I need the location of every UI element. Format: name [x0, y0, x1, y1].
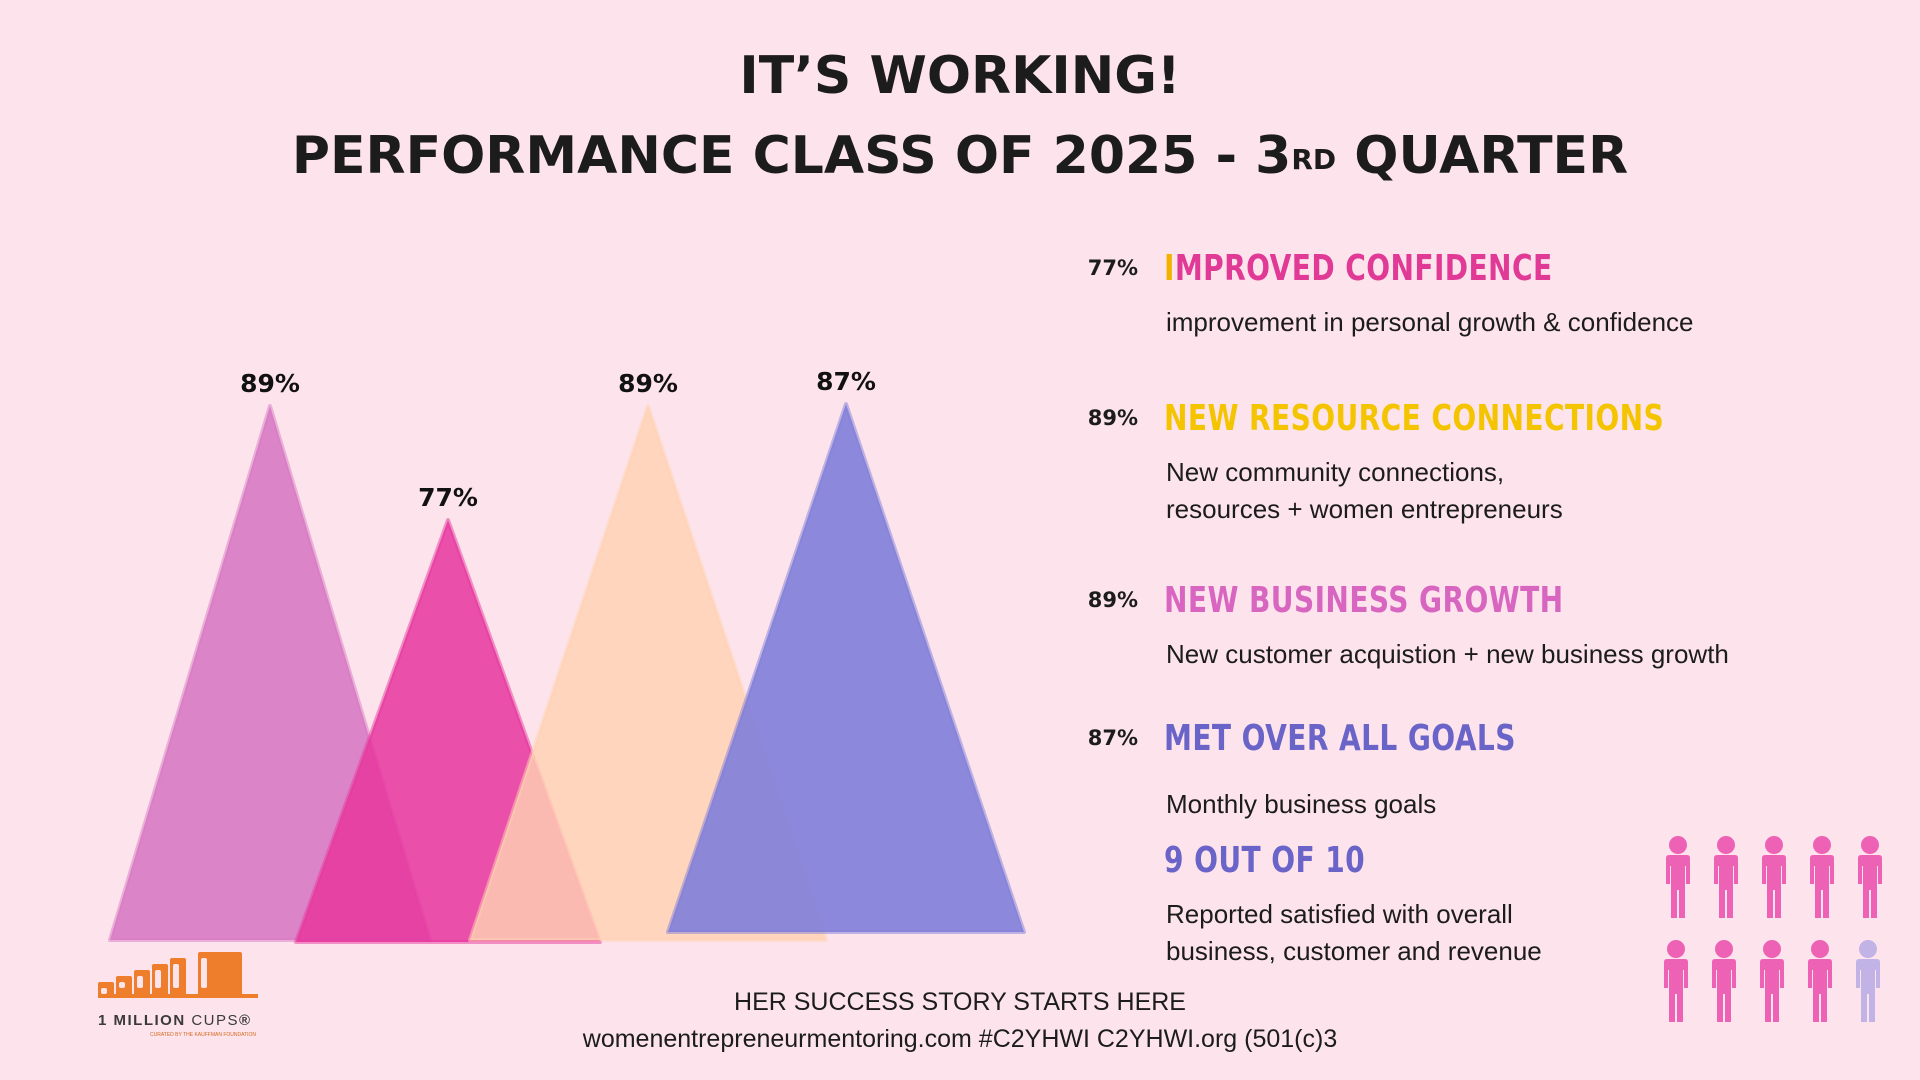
stat-heading-text: MPROVED CONFIDENCE	[1174, 248, 1553, 289]
person-icon	[1664, 940, 1688, 1022]
stat-description-line: business, customer and revenue	[1166, 936, 1542, 966]
logo-brand-number: 1	[98, 1012, 108, 1029]
subtitle-main: PERFORMANCE CLASS OF 2025 - 3	[291, 126, 1292, 186]
stat-description-line: resources + women entrepreneurs	[1166, 494, 1563, 524]
cups-icon	[98, 952, 258, 998]
cup-handle	[101, 988, 107, 994]
cup-handle	[119, 982, 125, 988]
million-cups-logo: 1 MILLION CUPS® CURATED BY THE KAUFFMAN …	[98, 950, 288, 1042]
stat-description-line: improvement in personal growth & confide…	[1166, 307, 1694, 337]
stat-heading: NEW BUSINESS GROWTH	[1164, 580, 1564, 621]
cup-shape	[198, 952, 242, 996]
person-icon	[1666, 836, 1690, 918]
stat-heading-text: NEW RESOURCE CONNECTIONS	[1164, 398, 1665, 439]
stat-heading: NEW RESOURCE CONNECTIONS	[1164, 398, 1664, 439]
stat-heading-accent: I	[1164, 248, 1175, 289]
page-subtitle: PERFORMANCE CLASS OF 2025 - 3RD QUARTER	[0, 116, 1920, 196]
cup-handle	[173, 964, 179, 988]
triangle-chart: 89% 77% 89% 87%	[108, 367, 1026, 944]
stat-description: Monthly business goals	[1166, 786, 1436, 823]
stat-description: New community connections, resources + wo…	[1166, 454, 1563, 528]
person-icon	[1810, 836, 1834, 918]
stat-heading-text: 9 OUT OF 10	[1164, 840, 1366, 881]
person-icon	[1714, 836, 1738, 918]
cup-base	[98, 994, 258, 998]
footer-tagline: HER SUCCESS STORY STARTS HERE	[734, 988, 1186, 1016]
logo-tagline: CURATED BY THE KAUFFMAN FOUNDATION	[150, 1032, 257, 1038]
stat-percent: 89%	[1087, 588, 1138, 612]
cup-handle	[201, 958, 207, 988]
cup-handle	[155, 970, 161, 988]
stat-heading-text: MET OVER ALL GOALS	[1164, 718, 1516, 759]
triangle-label-2: 77%	[418, 483, 478, 512]
page-title: IT’S WORKING!	[739, 46, 1181, 106]
person-icon	[1808, 940, 1832, 1022]
subtitle-end: QUARTER	[1336, 126, 1629, 186]
stat-heading: MET OVER ALL GOALS	[1164, 718, 1516, 759]
stat-description-line: Monthly business goals	[1166, 789, 1437, 819]
stat-description: Reported satisfied with overall business,…	[1166, 896, 1542, 970]
stat-description-line: New community connections,	[1166, 457, 1505, 487]
logo-mark: ®	[239, 1012, 252, 1029]
triangle-4	[666, 402, 1026, 934]
person-icon	[1856, 940, 1880, 1022]
people-icon-grid	[1664, 836, 1882, 1022]
subtitle-superscript: RD	[1291, 143, 1337, 176]
logo-brand: 1 MILLION CUPS®	[98, 1012, 252, 1029]
stat-percent: 89%	[1087, 406, 1138, 430]
footer-links: womenentrepreneurmentoring.com #C2YHWI C…	[582, 1025, 1338, 1053]
person-icon	[1858, 836, 1882, 918]
stat-description: improvement in personal growth & confide…	[1166, 304, 1694, 341]
person-icon	[1762, 836, 1786, 918]
triangle-label-4: 87%	[816, 367, 876, 396]
stat-heading: IMPROVED CONFIDENCE	[1164, 248, 1553, 289]
cup-handle	[137, 976, 143, 988]
stat-heading-text: NEW BUSINESS GROWTH	[1164, 580, 1564, 621]
logo-brand-rest: CUPS	[191, 1012, 240, 1029]
person-icon	[1712, 940, 1736, 1022]
stat-percent: 87%	[1087, 726, 1138, 750]
triangle-label-3: 89%	[618, 369, 678, 398]
footer: HER SUCCESS STORY STARTS HERE womenentre…	[0, 984, 1920, 1058]
triangle-label-1: 89%	[240, 369, 300, 398]
stat-heading: 9 OUT OF 10	[1164, 840, 1365, 881]
title-block: IT’S WORKING! PERFORMANCE CLASS OF 2025 …	[0, 36, 1920, 196]
stat-description: New customer acquistion + new business g…	[1166, 636, 1729, 673]
stat-percent: 77%	[1087, 256, 1138, 280]
stat-description-line: Reported satisfied with overall	[1166, 899, 1513, 929]
stat-description-line: New customer acquistion + new business g…	[1166, 639, 1729, 669]
person-icon	[1760, 940, 1784, 1022]
logo-brand-bold: MILLION	[113, 1012, 186, 1029]
